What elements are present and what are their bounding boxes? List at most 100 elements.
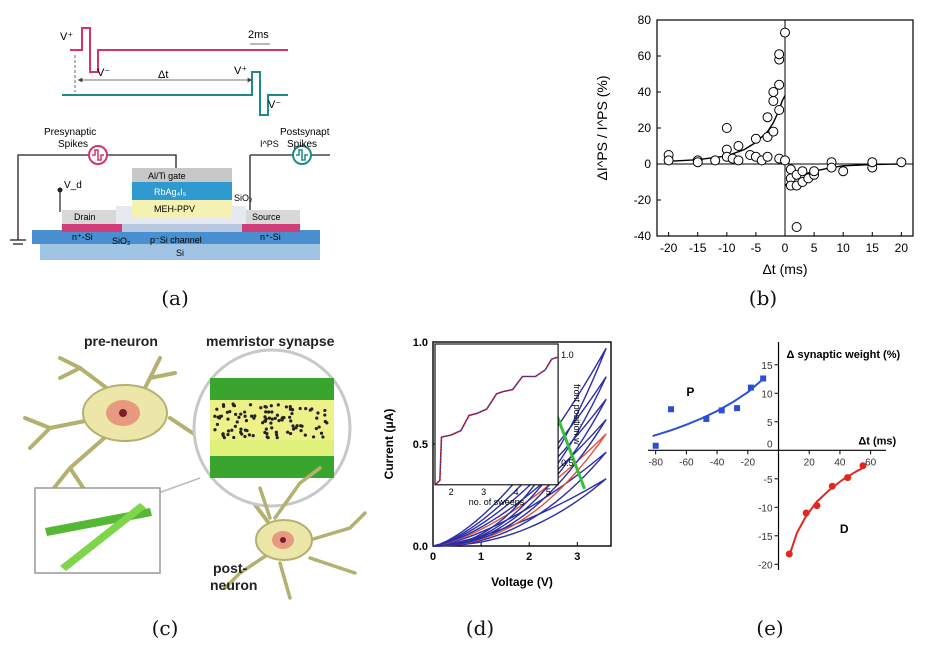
layer-rb: RbAg₄I₅ [154, 187, 187, 197]
b-x-axis-label: Δt (ms) [762, 261, 807, 277]
d-y-tick-label: 0.5 [413, 439, 428, 451]
layer-n-left: n⁺-Si [72, 232, 93, 242]
e-x-tick-label: 20 [804, 457, 816, 468]
e-y-tick-label: -10 [758, 503, 773, 514]
b-data-point [733, 155, 744, 166]
b-data-point [826, 162, 837, 173]
e-point-P [734, 405, 741, 412]
e-fit-D [788, 465, 867, 557]
e-x-tick-label: -40 [710, 457, 725, 468]
b-data-point [710, 155, 721, 166]
b-x-tick-label: -5 [751, 241, 762, 255]
b-y-tick-label: 0 [644, 157, 651, 171]
e-y-tick-label: -20 [758, 560, 773, 571]
caption-e: (e) [756, 616, 784, 640]
b-data-point [780, 27, 790, 38]
e-point-P [668, 406, 675, 413]
b-data-point [663, 155, 674, 166]
d-inset-y-tick: 1.0 [561, 350, 574, 360]
e-point-P [652, 442, 659, 449]
layer-si: Si [176, 248, 184, 258]
post-neuron-label-2: neuron [210, 577, 257, 593]
e-y-tick-label: 5 [767, 418, 773, 429]
d-inset-x-tick: 5 [546, 487, 551, 497]
memristor-synapse-label: memristor synapse [206, 333, 335, 349]
d-x-tick-label: 1 [478, 551, 484, 563]
e-x-axis-label: Δt (ms) [858, 435, 896, 447]
vd-label: V_d [64, 180, 82, 191]
b-data-point [733, 141, 744, 151]
d-iv-loop [432, 347, 607, 547]
b-data-point [768, 126, 779, 137]
e-y-zero-label: 0 [767, 439, 773, 450]
scale-label: 2ms [248, 29, 269, 41]
b-x-tick-label: 0 [782, 241, 789, 255]
pre-label-line2: Spikes [58, 139, 88, 150]
post-spike-waveform [62, 71, 288, 116]
d-y-axis-label: Current (μA) [382, 409, 396, 480]
b-x-tick-label: 5 [811, 241, 818, 255]
e-point-D [785, 550, 793, 558]
b-y-tick-label: 40 [638, 85, 652, 99]
b-data-point [692, 157, 703, 168]
panel-d-chart: 0 1 2 3 0.0 0.5 1.0 2 3 4 5 0.5 1.0 no. of sweeps fron… [375, 328, 625, 598]
e-point-P [703, 415, 710, 422]
b-y-tick-label: 60 [638, 49, 652, 63]
d-iv-loop [432, 398, 607, 547]
b-data-point [768, 96, 779, 106]
d-x-tick-label: 0 [430, 551, 436, 563]
b-y-tick-label: -40 [634, 229, 652, 243]
d-x-tick-label: 2 [526, 551, 532, 563]
e-x-tick-label: -60 [679, 457, 694, 468]
b-data-point [867, 157, 878, 168]
d-inset-x-tick: 3 [481, 487, 486, 497]
pre-spike-waveform [70, 27, 288, 73]
e-x-tick-label: 60 [865, 457, 877, 468]
b-data-point [750, 133, 761, 144]
panel-e-chart: -80 -60 -40 -20 20 40 60 -20 -15 -10 -5 5 10 15 0 P D Δ s… [640, 330, 926, 580]
caption-d: (d) [465, 616, 495, 640]
e-point-P [718, 407, 725, 414]
b-data-point [774, 105, 785, 115]
d-x-tick-label: 3 [574, 551, 580, 563]
post-neuron-label-1: post- [213, 560, 248, 576]
b-x-tick-label: 15 [866, 241, 880, 255]
b-data-point [721, 123, 732, 133]
b-data-point [774, 49, 785, 60]
b-y-tick-label: -20 [634, 193, 652, 207]
e-point-D [859, 462, 867, 470]
e-x-tick-label: -80 [648, 457, 663, 468]
e-y-axis-label: Δ synaptic weight (%) [787, 349, 901, 361]
d-inset-x-tick: 2 [449, 487, 454, 497]
crossbar-box [34, 487, 161, 574]
d-inset-x-tick: 4 [513, 487, 518, 497]
e-y-tick-label: -15 [758, 532, 773, 543]
d-x-axis-label: Voltage (V) [491, 575, 553, 589]
layer-channel: p⁻Si channel [150, 235, 202, 245]
b-y-tick-label: 80 [638, 13, 652, 27]
d-inset-x-label: no. of sweeps [469, 497, 525, 507]
b-x-tick-label: -10 [718, 241, 736, 255]
d-inset-frame [434, 343, 559, 486]
e-point-P [747, 384, 754, 391]
layer-n-right: n⁺-Si [260, 232, 281, 242]
layer-gate: Al/Ti gate [148, 171, 186, 181]
layer-sio2-top: SiO₂ [234, 193, 253, 203]
panel-a-device-schematic: V⁺ V⁻ Δt V⁺ V⁻ 2ms Presynaptic Spikes Po… [0, 0, 348, 280]
b-x-tick-label: 20 [895, 241, 909, 255]
caption-a: (a) [161, 286, 189, 310]
layer-meh: MEH-PPV [154, 204, 195, 214]
b-y-tick-label: 20 [638, 121, 652, 135]
e-point-D [813, 502, 821, 510]
d-y-tick-label: 0.0 [413, 541, 428, 553]
b-data-point [797, 166, 808, 177]
b-data-point [838, 166, 849, 177]
b-x-tick-label: -15 [689, 241, 707, 255]
e-x-tick-label: -20 [741, 457, 756, 468]
e-series-label-D: D [840, 522, 849, 536]
e-y-tick-label: -5 [764, 475, 773, 486]
b-x-tick-label: -20 [660, 241, 678, 255]
post-neuron-icon [223, 466, 367, 600]
e-point-P [760, 375, 767, 382]
d-inset-y-label: front position w [572, 384, 582, 445]
